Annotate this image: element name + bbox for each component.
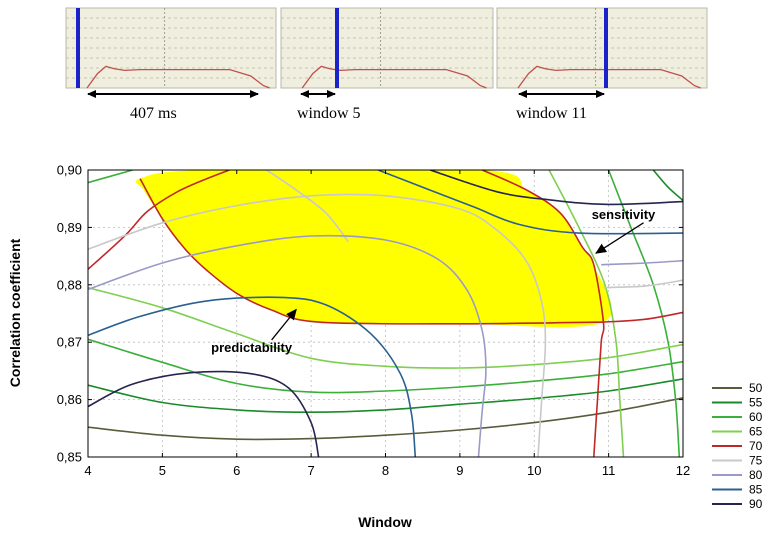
legend-label: 90 <box>749 497 763 511</box>
legend-label: 80 <box>749 468 763 482</box>
y-tick-label: 0,89 <box>57 220 82 235</box>
y-tick-label: 0,88 <box>57 277 82 292</box>
legend-item-70: 70 <box>712 439 763 453</box>
contour-line-50 <box>88 397 683 441</box>
contour-line-60 <box>88 170 133 184</box>
legend-label: 75 <box>749 454 763 468</box>
legend-item-80: 80 <box>712 468 763 482</box>
contour-line-70 <box>88 170 230 270</box>
annotation-arrow <box>595 222 644 254</box>
legend-item-50: 50 <box>712 381 763 395</box>
label-window-5: window 5 <box>297 105 361 122</box>
contour-line-75 <box>88 193 547 457</box>
legend-label: 70 <box>749 439 763 453</box>
legend-label: 65 <box>749 425 763 439</box>
contour-line-85 <box>88 296 417 457</box>
x-tick-label: 5 <box>159 463 166 478</box>
contour-line-70 <box>139 178 604 325</box>
waveform-panel-1 <box>65 7 277 89</box>
label-window-11: window 11 <box>516 105 587 122</box>
contour-line-60 <box>607 170 681 457</box>
contour-layer <box>88 170 683 457</box>
highlight-region-70 <box>135 170 612 327</box>
legend-label: 50 <box>749 381 763 395</box>
legend-item-85: 85 <box>712 483 763 497</box>
label-407ms: 407 ms <box>130 105 177 122</box>
legend-item-65: 65 <box>712 425 763 439</box>
legend-label: 60 <box>749 410 763 424</box>
legend-item-90: 90 <box>712 497 763 511</box>
legend-label: 55 <box>749 396 763 410</box>
tick-layer <box>87 169 684 458</box>
contour-line-90 <box>88 370 320 457</box>
y-tick-label: 0,86 <box>57 392 82 407</box>
contour-line-80 <box>601 259 683 266</box>
y-tick-labels: 0,85 0,86 0,87 0,88 0,89 0,90 <box>57 163 82 465</box>
annotation-layer: sensitivity predictability <box>211 207 656 355</box>
contour-line-70 <box>603 311 683 323</box>
panel-grid <box>66 8 276 88</box>
contour-line-65 <box>548 170 625 457</box>
panel-grid <box>281 8 493 88</box>
contour-line-65 <box>88 286 683 369</box>
y-tick-label: 0,90 <box>57 163 82 178</box>
x-tick-label: 4 <box>84 463 91 478</box>
x-tick-label: 6 <box>233 463 240 478</box>
waveform-panel-3 <box>496 7 708 89</box>
contour-line-75 <box>603 279 683 289</box>
x-axis-title: Window <box>358 514 412 530</box>
annotation-predictability: predictability <box>211 340 293 355</box>
waveform-panel-2 <box>280 7 494 89</box>
panel-grid <box>497 8 707 88</box>
y-tick-label: 0,85 <box>57 450 82 465</box>
legend-item-55: 55 <box>712 396 763 410</box>
contour-line-75 <box>266 170 349 243</box>
x-tick-label: 10 <box>527 463 541 478</box>
trace-line <box>86 65 270 89</box>
legend-item-60: 60 <box>712 410 763 424</box>
x-tick-label: 11 <box>602 463 616 478</box>
y-tick-label: 0,87 <box>57 335 82 350</box>
legend-label: 85 <box>749 483 763 497</box>
legend-item-75: 75 <box>712 454 763 468</box>
trace-line <box>301 65 487 89</box>
annotation-sensitivity: sensitivity <box>592 207 656 222</box>
x-tick-label: 8 <box>382 463 389 478</box>
contour-line-70 <box>481 170 605 457</box>
contour-line-85 <box>377 170 683 235</box>
trace-line <box>517 65 701 89</box>
contour-chart: 4 5 6 7 8 9 10 11 12 0,85 0,86 0,87 0,88 0,89 0,90 Wi… <box>7 163 763 531</box>
x-tick-label: 7 <box>308 463 315 478</box>
y-axis-title: Correlation coefficient <box>7 238 23 387</box>
annotation-arrow <box>271 308 297 341</box>
contour-line-55 <box>652 170 683 202</box>
x-tick-label: 9 <box>456 463 463 478</box>
contour-line-60 <box>88 338 683 394</box>
contour-line-55 <box>88 378 683 414</box>
contour-line-90 <box>429 170 683 206</box>
contour-line-80 <box>88 234 487 457</box>
x-tick-label: 12 <box>676 463 690 478</box>
x-tick-labels: 4 5 6 7 8 9 10 11 12 <box>84 463 690 478</box>
